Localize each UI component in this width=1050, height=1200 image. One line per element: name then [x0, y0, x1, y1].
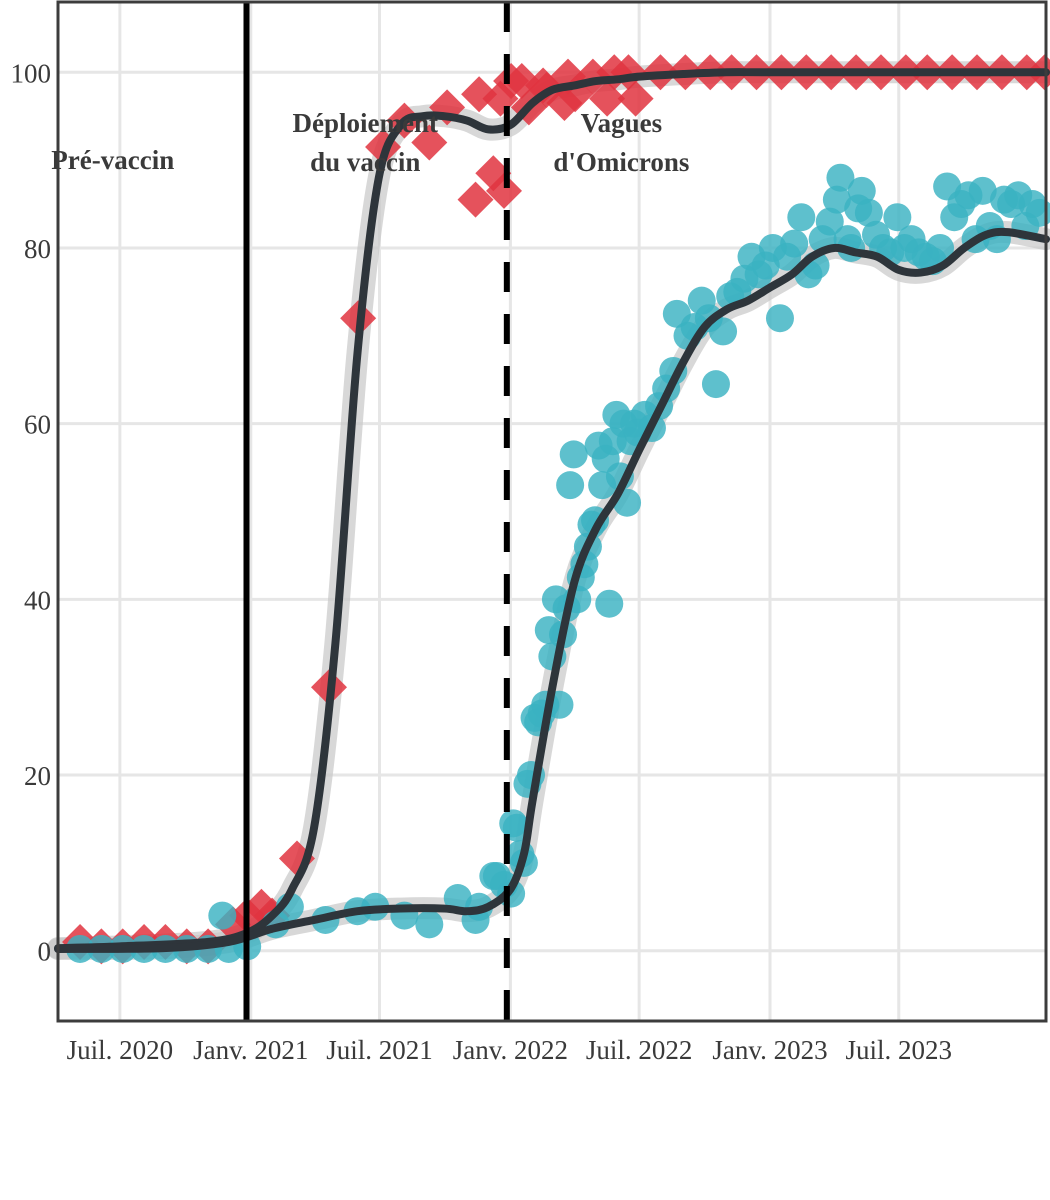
y-tick-label: 20 [24, 761, 51, 791]
axes: 0 20 40 60 80 100 Juil. 2020 Janv. 2021 Juil. 20… [11, 0, 1048, 1065]
circle-marker [765, 304, 794, 333]
era-label: d'Omicrons [553, 147, 689, 177]
era-label: Vagues [581, 108, 663, 138]
circle-marker [595, 589, 624, 618]
circle-marker [787, 203, 816, 232]
x-tick-label: Janv. 2022 [453, 1035, 568, 1065]
circle-marker [822, 185, 851, 214]
circle-marker [208, 901, 237, 930]
plot-frame [56, 0, 1048, 1023]
circle-marker [847, 176, 876, 205]
y-tick-label: 0 [38, 937, 52, 967]
diamond-marker [482, 80, 519, 117]
circle-marker [815, 207, 844, 236]
era-label: du vaccin [310, 147, 420, 177]
x-tick-label: Juil. 2021 [326, 1035, 433, 1065]
y-tick-label: 40 [24, 585, 51, 615]
circle-marker [1025, 198, 1050, 227]
trend-line [54, 68, 1050, 953]
x-tick-label: Janv. 2021 [193, 1035, 308, 1065]
era-label: Déploiement [293, 108, 438, 138]
circle-marker [883, 203, 912, 232]
circle-marker [780, 229, 809, 258]
y-tick-label: 60 [24, 410, 51, 440]
circle-marker [443, 884, 472, 913]
diamond-marker [485, 172, 522, 209]
y-tick-label: 100 [11, 58, 52, 88]
circle-marker [701, 370, 730, 399]
x-tick-label: Juil. 2020 [67, 1035, 174, 1065]
era-annotations: Pré-vaccin Déploiement du vaccin Vagues d'Om… [51, 108, 689, 177]
diamond-marker [457, 181, 494, 218]
circle-marker [556, 471, 585, 500]
diamond-marker [617, 80, 654, 117]
circle-marker [559, 440, 588, 469]
era-label: Pré-vaccin [51, 145, 174, 175]
circle-marker [415, 910, 444, 939]
x-tick-label: Juil. 2023 [846, 1035, 953, 1065]
circle-marker [826, 163, 855, 192]
circle-marker [854, 198, 883, 227]
diamond-marker [589, 80, 626, 117]
reference-lines [243, 2, 510, 1021]
x-tick-label: Janv. 2023 [712, 1035, 827, 1065]
trend-lines [54, 68, 1050, 953]
circle-marker [709, 317, 738, 346]
y-tick-label: 80 [24, 234, 51, 264]
circle-marker [926, 233, 955, 262]
trend-line [54, 227, 1050, 953]
circle-marker [968, 176, 997, 205]
x-tick-label: Juil. 2022 [586, 1035, 693, 1065]
diamond-marker [411, 124, 448, 161]
